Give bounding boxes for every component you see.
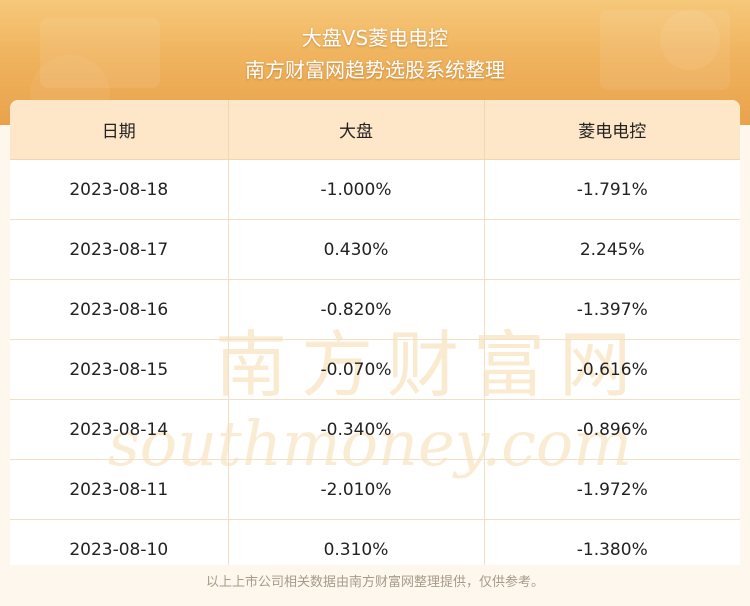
market-change-cell: 0.430% [228,219,485,280]
market-change-cell: -2.010% [228,459,485,520]
date-cell: 2023-08-11 [10,459,229,520]
disclaimer-note: 以上上市公司相关数据由南方财富网整理提供，仅供参考。 [205,575,544,590]
market-change-cell: -1.000% [228,159,485,220]
stock-change-cell: -0.896% [484,399,740,460]
stock-change-cell: -1.972% [484,459,740,520]
date-cell: 2023-08-14 [10,399,229,460]
date-cell: 2023-08-18 [10,159,229,220]
table-row: 2023-08-18 -1.000% -1.791% [10,159,740,220]
date-cell: 2023-08-17 [10,219,229,280]
column-header-market: 大盘 [228,100,485,160]
market-change-cell: -0.820% [228,279,485,340]
table-row: 2023-08-10 0.310% -1.380% [10,519,740,565]
table-row: 2023-08-11 -2.010% -1.972% [10,459,740,520]
table-header-row: 日期 大盘 菱电电控 [10,100,740,160]
table-row: 2023-08-15 -0.070% -0.616% [10,339,740,400]
stock-change-cell: -1.397% [484,279,740,340]
date-cell: 2023-08-15 [10,339,229,400]
table-row: 2023-08-14 -0.340% -0.896% [10,399,740,460]
page-subtitle: 南方财富网趋势选股系统整理 [245,58,505,82]
stock-change-cell: -1.791% [484,159,740,220]
date-cell: 2023-08-10 [10,519,229,565]
table-row: 2023-08-16 -0.820% -1.397% [10,279,740,340]
stock-change-cell: -1.380% [484,519,740,565]
comparison-card: 南方财富网 southmoney.com 日期 大盘 菱电电控 2023-08-… [10,100,740,565]
market-change-cell: -0.070% [228,339,485,400]
stock-change-cell: -0.616% [484,339,740,400]
column-header-stock: 菱电电控 [484,100,740,160]
date-cell: 2023-08-16 [10,279,229,340]
banner-background-decoration [30,10,730,125]
market-change-cell: -0.340% [228,399,485,460]
stock-change-cell: 2.245% [484,219,740,280]
table-row: 2023-08-17 0.430% 2.245% [10,219,740,280]
market-change-cell: 0.310% [228,519,485,565]
column-header-date: 日期 [10,100,229,160]
page-title: 大盘VS菱电电控 [301,26,449,50]
comparison-table: 日期 大盘 菱电电控 2023-08-18 -1.000% -1.791% 20… [10,100,740,565]
